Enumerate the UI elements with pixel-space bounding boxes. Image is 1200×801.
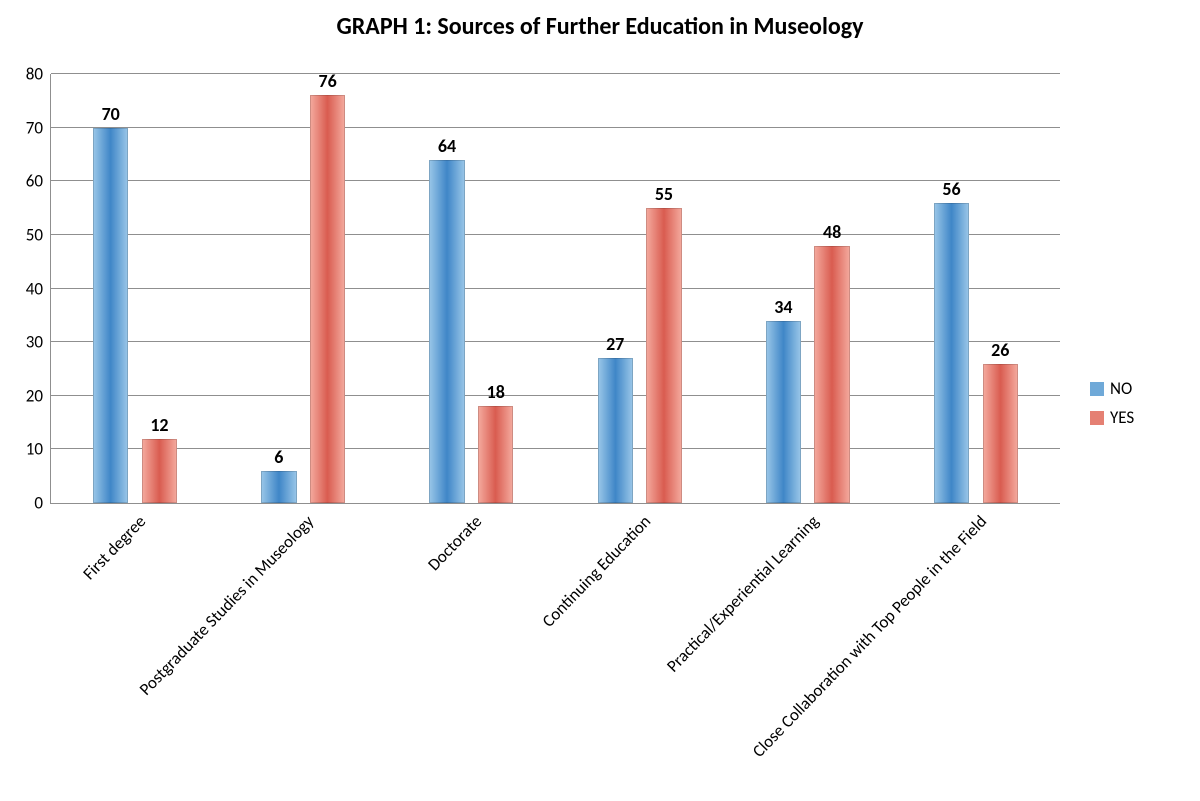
yes-bar: 26 bbox=[983, 364, 1018, 503]
bar-value-label: 76 bbox=[318, 70, 336, 96]
bar-value-label: 34 bbox=[774, 296, 792, 322]
gridline bbox=[51, 288, 1060, 289]
bar-value-label: 12 bbox=[150, 414, 168, 440]
bar-value-label: 6 bbox=[274, 446, 283, 472]
gridline bbox=[51, 234, 1060, 235]
gridline bbox=[51, 127, 1060, 128]
gridline bbox=[51, 73, 1060, 74]
y-tick-label: 80 bbox=[26, 64, 51, 85]
category-group: 7012First degree bbox=[93, 74, 177, 503]
y-tick-label: 30 bbox=[26, 332, 51, 353]
no-bar: 6 bbox=[261, 471, 296, 503]
bar-value-label: 26 bbox=[991, 339, 1009, 365]
category-group: 676Postgraduate Studies in Museology bbox=[261, 74, 345, 503]
category-group: 6418Doctorate bbox=[429, 74, 513, 503]
legend-item: NO bbox=[1090, 378, 1134, 399]
category-group: 5626Close Collaboration with Top People … bbox=[934, 74, 1018, 503]
no-bar: 27 bbox=[598, 358, 633, 503]
gridline bbox=[51, 448, 1060, 449]
y-tick-label: 40 bbox=[26, 278, 51, 299]
x-tick-label: Continuing Education bbox=[537, 511, 654, 631]
chart-legend: NO YES bbox=[1090, 370, 1134, 436]
legend-label: NO bbox=[1110, 378, 1132, 399]
no-bar: 34 bbox=[766, 321, 801, 503]
yes-bar: 76 bbox=[310, 95, 345, 503]
bar-value-label: 70 bbox=[102, 103, 120, 129]
bar-value-label: 55 bbox=[655, 183, 673, 209]
x-tick-label: Doctorate bbox=[424, 511, 487, 575]
legend-swatch bbox=[1090, 411, 1104, 425]
yes-bar: 48 bbox=[814, 246, 849, 503]
y-tick-label: 70 bbox=[26, 117, 51, 138]
gridline bbox=[51, 395, 1060, 396]
y-tick-label: 10 bbox=[26, 439, 51, 460]
y-tick-label: 20 bbox=[26, 385, 51, 406]
y-tick-label: 60 bbox=[26, 171, 51, 192]
no-bar: 56 bbox=[934, 203, 969, 503]
gridline bbox=[51, 180, 1060, 181]
no-bar: 70 bbox=[93, 128, 128, 503]
bar-value-label: 48 bbox=[823, 221, 841, 247]
no-bar: 64 bbox=[429, 160, 464, 503]
legend-label: YES bbox=[1110, 407, 1134, 428]
category-group: 3448Practical/Experiential Learning bbox=[766, 74, 850, 503]
yes-bar: 12 bbox=[142, 439, 177, 503]
x-tick-label: First degree bbox=[79, 511, 151, 584]
bar-value-label: 18 bbox=[487, 381, 505, 407]
x-tick-label: Postgraduate Studies in Museology bbox=[135, 511, 318, 700]
category-group: 2755Continuing Education bbox=[598, 74, 682, 503]
y-tick-label: 0 bbox=[34, 493, 51, 514]
bar-value-label: 64 bbox=[438, 135, 456, 161]
bar-value-label: 56 bbox=[942, 178, 960, 204]
yes-bar: 55 bbox=[646, 208, 681, 503]
yes-bar: 18 bbox=[478, 406, 513, 503]
x-tick-label: Practical/Experiential Learning bbox=[662, 511, 823, 676]
y-tick-label: 50 bbox=[26, 224, 51, 245]
bar-value-label: 27 bbox=[606, 333, 624, 359]
legend-swatch bbox=[1090, 382, 1104, 396]
chart-container: GRAPH 1: Sources of Further Education in… bbox=[0, 0, 1200, 801]
gridline bbox=[51, 341, 1060, 342]
legend-item: YES bbox=[1090, 407, 1134, 428]
chart-plot-area: 010203040506070807012First degree676Post… bbox=[50, 74, 1060, 504]
chart-title: GRAPH 1: Sources of Further Education in… bbox=[0, 12, 1200, 41]
